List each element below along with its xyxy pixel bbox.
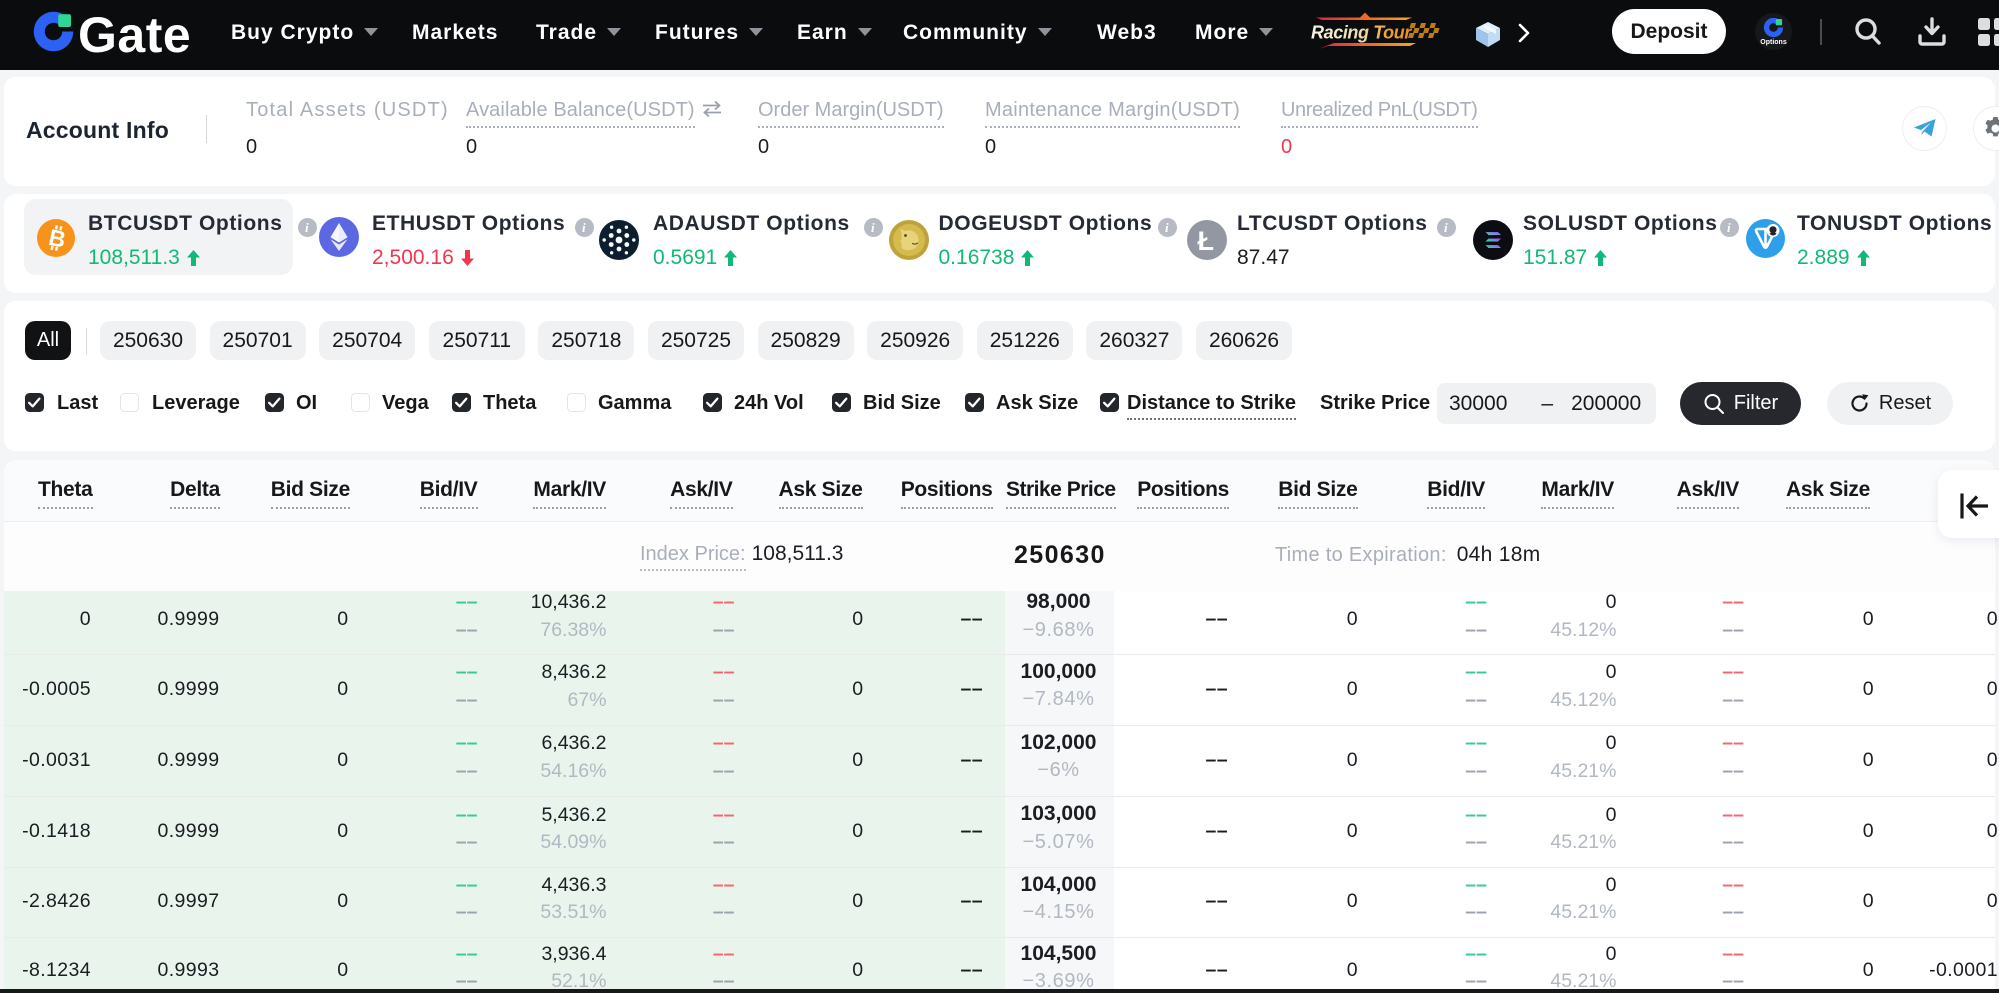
svg-text:Racing Tour: Racing Tour [1311, 23, 1412, 43]
svg-text:B: B [46, 224, 68, 253]
svg-text:i: i [1727, 220, 1731, 235]
svg-text:Ł: Ł [1197, 226, 1214, 256]
svg-text:i: i [871, 220, 875, 235]
svg-text:i: i [305, 220, 309, 235]
svg-text:i: i [1165, 220, 1169, 235]
svg-text:i: i [1444, 220, 1448, 235]
svg-text:i: i [582, 220, 586, 235]
